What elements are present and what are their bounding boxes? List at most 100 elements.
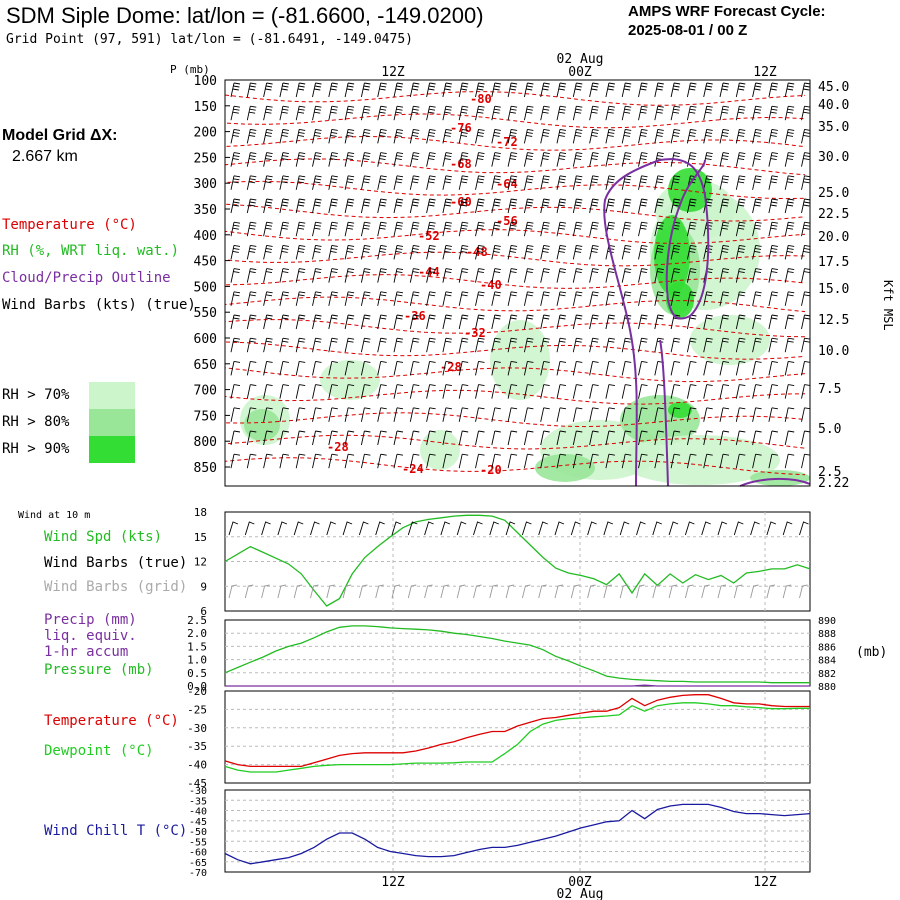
wind-barb [409,82,420,98]
wind10m-barb-true [554,521,565,536]
wind10m-barb-grid [636,584,645,599]
temp-contour-13 [224,389,806,405]
precip-pressure-y2tick-2: 886 [818,642,836,653]
wind-barb [523,82,534,98]
wind-barb [393,105,404,121]
wind-barb [377,407,387,422]
wind10m-barb-true [310,521,320,536]
wind-barb [784,152,795,167]
temp-contour-11 [224,341,806,360]
wind10m-barb-true [407,521,418,536]
wind-barb [801,152,811,167]
precip-pressure-ytick-5: 0.0 [187,680,207,693]
wind-chill-ytick-2: -40 [189,807,207,818]
wind-barb [263,152,273,167]
page-title: SDM Siple Dome: lat/lon = (-81.6600, -14… [6,3,484,28]
top-time-label-1: 00Z [568,65,592,80]
wind-barb [328,314,338,330]
wind-barb [426,314,436,330]
temp-contour-14 [224,412,806,428]
wind-barb [752,82,762,98]
temp-contour-label-0: -80 [470,92,492,106]
wind-barb [442,175,452,190]
wind-barb [491,337,501,353]
wind-barb [246,128,257,144]
wind-barb [556,453,567,469]
wind-barb [344,453,355,469]
wind-barb [752,198,762,214]
windchill-line [224,803,811,865]
wind-barb [263,198,273,214]
wind-barb [523,360,534,376]
wind-barb [377,221,387,237]
pressure-tick-6: 400 [194,229,217,244]
wind-barb [670,291,681,306]
wind-barb [377,105,387,121]
precip-pressure-y2tick-0: 890 [818,616,836,627]
pressure-tick-3: 250 [194,151,217,166]
wind-barb [735,360,746,376]
precip-pressure-ytick-4: 0.5 [187,667,207,680]
wind-barb [686,82,697,98]
wind-barb [735,105,746,121]
wind-barb [589,152,599,167]
wind-barb [312,198,322,214]
wind-barb [589,244,599,260]
wind10m-barb-grid [277,584,286,599]
wind-barb [556,244,567,260]
wind-barb [475,152,485,167]
pressure-tick-14: 800 [194,435,217,450]
forecast-cycle-label: AMPS WRF Forecast Cycle: [628,3,826,20]
wind-barb [605,360,615,376]
wind10m-barb-true [587,521,597,536]
wind10m-barb-true [293,521,304,536]
wind-barb [589,360,599,376]
wind-barb [393,82,404,98]
wind10m-barb-true [717,521,728,536]
wind-barb [344,105,355,121]
wind-barb [703,152,713,167]
wind-barb [768,268,778,283]
wind-barb [621,337,632,353]
wind-barb [507,314,518,330]
wind-barb [540,128,550,144]
wind-barb [246,430,257,446]
wind-barb [719,244,730,260]
pressure-tick-5: 350 [194,203,217,218]
wind-barb [475,221,485,237]
wind-barb [784,337,795,353]
wind-barb [686,291,697,306]
wind-barb [475,175,485,190]
wind-barb [654,82,664,98]
wind-barb [572,384,583,399]
wind-barb [572,175,583,190]
pressure-tick-11: 650 [194,358,217,373]
temp-contour-0 [224,91,806,106]
temp-contour-label-14: -28 [327,440,349,454]
wind-barb [507,221,518,237]
wind-barb [638,407,648,422]
wind-barb [344,198,355,214]
wind-speed-label: Wind Spd (kts) [44,529,163,545]
wind-barb [263,430,273,446]
wind-barb [393,152,404,167]
wind10m-title: Wind at 10 m [18,510,91,521]
temp-contour-label-2: -72 [496,135,518,149]
wind-barb [801,221,811,237]
cross-section-frame [224,79,811,487]
wind-barb [230,407,241,422]
wind-barb [458,314,469,330]
rh-shade-17 [690,315,770,365]
wind-barb [475,268,485,283]
wind-barb [670,128,681,144]
wind-chill-ytick-1: -35 [189,796,207,807]
wind-barb [279,268,289,283]
wind-barb [279,384,289,399]
temp-contour-label-3: -68 [450,157,472,171]
wind-barb [654,430,664,446]
wind-barb [263,268,273,283]
temperature-dewpoint-ytick-3: -35 [187,740,207,753]
wind-barb [638,268,648,283]
precip-pressure-ytick-2: 1.5 [187,640,207,653]
wind-barb [540,175,550,190]
